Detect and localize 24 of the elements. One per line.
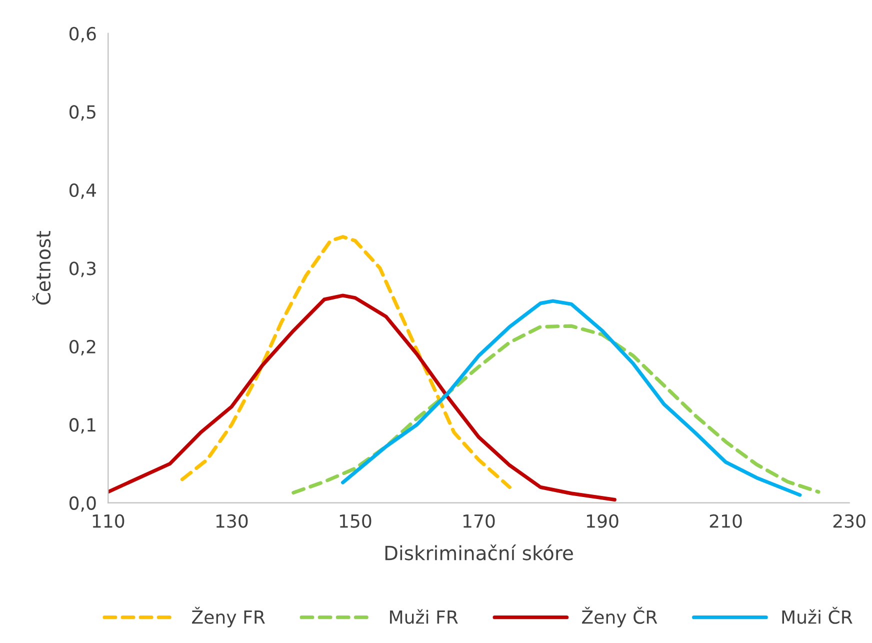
legend-label: Ženy FR [192,606,265,628]
line-series [180,235,512,489]
y-tick-label: 0,3 [69,262,96,278]
x-tick-label: 150 [340,514,372,528]
x-tick-label: 210 [710,514,742,528]
y-tick-label: 0,6 [69,26,96,42]
x-tick-label: 170 [463,514,495,528]
y-tick-label: 0,0 [69,496,96,512]
x-tick-label: 190 [587,514,618,528]
legend-label: Muži ČR [782,606,852,624]
legend-label: Ženy ČR [582,606,658,628]
y-tick-label: 0,4 [69,183,96,199]
x-tick-label: 110 [92,514,124,528]
x-axis-title: Diskriminační skóre [385,544,573,560]
line-series [341,299,802,497]
legend-label: Muži FR [390,609,458,624]
y-axis-title: Četnost [32,231,51,305]
line-series [108,294,616,502]
y-tick-label: 0,2 [69,340,96,356]
y-tick-label: 0,1 [69,418,96,434]
line-series [292,324,820,494]
x-tick-label: 230 [833,514,866,528]
y-tick-label: 0,5 [69,105,96,121]
x-tick-label: 130 [216,514,248,528]
